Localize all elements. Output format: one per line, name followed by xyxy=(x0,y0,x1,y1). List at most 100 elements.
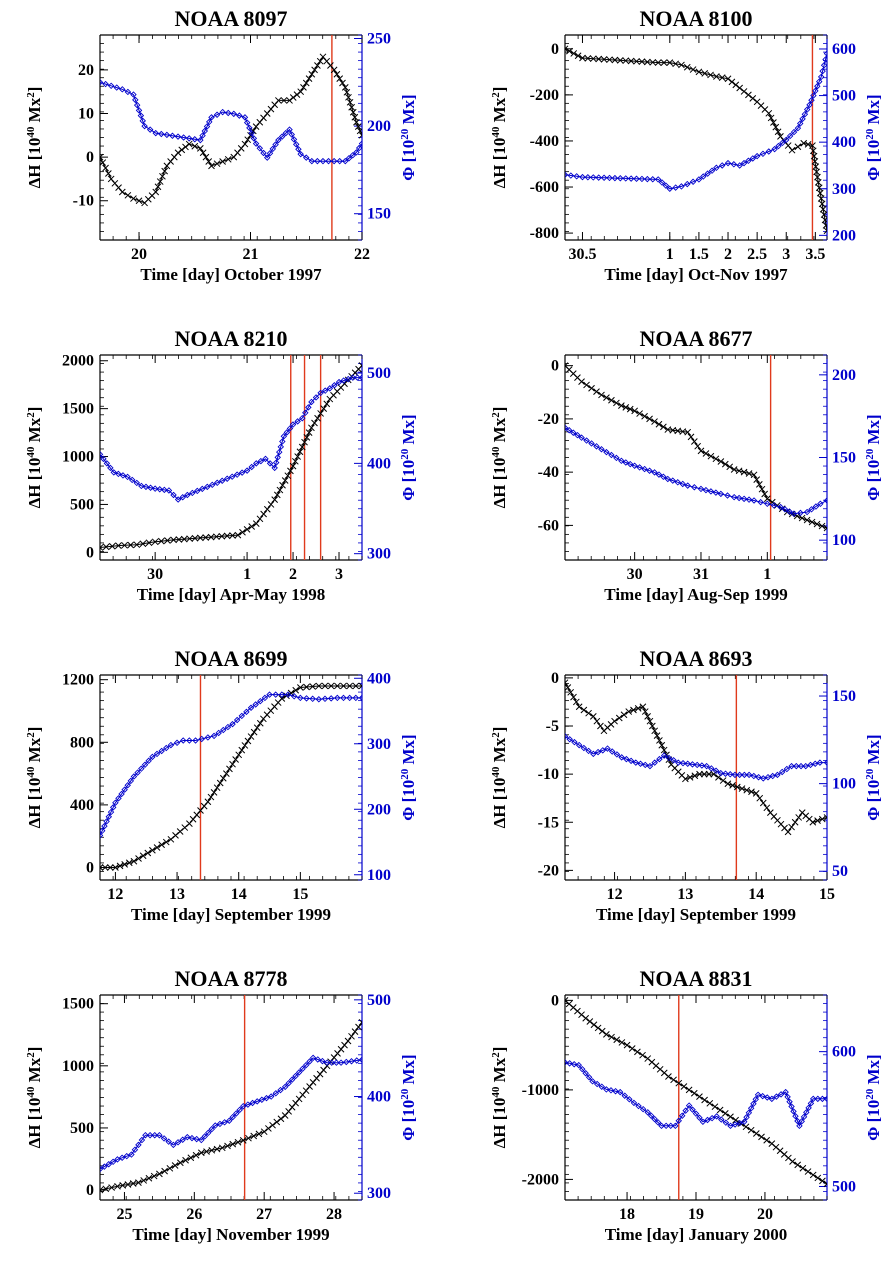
data-point-cross xyxy=(241,742,249,749)
data-point-diamond xyxy=(695,176,703,183)
data-point-diamond xyxy=(783,136,790,144)
data-point-cross xyxy=(585,709,592,717)
data-point-cross xyxy=(349,108,357,116)
data-point-cross xyxy=(735,467,743,475)
data-point-diamond xyxy=(814,1095,822,1103)
data-point-cross xyxy=(213,160,221,168)
data-point-cross xyxy=(208,162,215,170)
data-point-cross xyxy=(658,741,666,749)
data-point-diamond xyxy=(703,762,710,770)
data-point-diamond xyxy=(184,491,191,499)
data-point-cross xyxy=(278,695,286,702)
data-point-cross xyxy=(101,864,109,871)
data-point-diamond xyxy=(170,491,177,499)
data-point-diamond xyxy=(250,135,258,142)
data-point-diamond xyxy=(807,1100,815,1107)
data-point-cross xyxy=(724,75,732,83)
data-point-cross xyxy=(100,153,104,161)
data-point-diamond xyxy=(708,1114,716,1122)
data-point-diamond xyxy=(119,472,127,479)
data-point-diamond xyxy=(782,1088,789,1096)
data-point-diamond xyxy=(343,1058,350,1066)
data-point-diamond xyxy=(100,1165,104,1173)
data-point-diamond xyxy=(712,489,720,496)
data-point-cross xyxy=(570,693,577,701)
data-point-cross xyxy=(745,91,752,99)
data-point-cross xyxy=(244,737,252,745)
data-point-diamond xyxy=(775,142,782,150)
data-point-cross xyxy=(784,142,792,149)
data-point-cross xyxy=(743,786,751,794)
data-point-diamond xyxy=(736,771,743,779)
data-point-diamond xyxy=(757,498,764,506)
data-point-cross xyxy=(248,523,256,530)
data-point-cross xyxy=(161,167,169,175)
data-point-cross xyxy=(672,60,679,68)
data-point-cross xyxy=(705,770,713,778)
data-point-diamond xyxy=(210,732,218,740)
data-point-cross xyxy=(736,84,744,92)
data-point-diamond xyxy=(319,157,327,165)
y-left-tick-label: -40 xyxy=(538,464,559,481)
data-point-diamond xyxy=(276,448,283,456)
data-point-diamond xyxy=(229,720,236,728)
data-point-diamond xyxy=(188,1134,196,1142)
data-point-diamond xyxy=(623,755,630,763)
series-line xyxy=(100,55,362,204)
data-point-diamond xyxy=(788,762,795,770)
data-point-cross xyxy=(229,760,236,768)
y-right-tick-label: 200 xyxy=(832,227,856,244)
x-tick-label: 21 xyxy=(243,246,259,263)
data-point-diamond xyxy=(698,762,706,769)
x-axis-label: Time [day] Oct-Nov 1997 xyxy=(604,265,788,284)
series-line xyxy=(100,377,362,501)
data-point-diamond xyxy=(135,1141,142,1149)
data-point-diamond xyxy=(145,757,152,765)
data-point-diamond xyxy=(717,769,725,777)
data-point-cross xyxy=(199,149,207,157)
y-left-axis-label: ΔH [1040 Mx2] xyxy=(490,727,509,829)
data-point-diamond xyxy=(823,50,827,57)
data-point-diamond xyxy=(358,140,362,147)
data-point-cross xyxy=(687,433,695,441)
data-point-diamond xyxy=(295,1069,303,1076)
data-point-diamond xyxy=(236,112,243,119)
y-left-tick-label: -20 xyxy=(538,862,559,879)
data-point-diamond xyxy=(184,1133,191,1141)
data-point-diamond xyxy=(639,1105,647,1113)
data-point-diamond xyxy=(334,694,341,702)
data-point-diamond xyxy=(138,1136,146,1144)
data-point-diamond xyxy=(736,162,743,169)
data-point-diamond xyxy=(309,695,316,703)
data-point-diamond xyxy=(672,184,679,191)
y-left-tick-label: -20 xyxy=(538,411,559,428)
y-left-tick-label: 400 xyxy=(70,797,94,814)
data-point-diamond xyxy=(105,813,113,820)
series-line xyxy=(565,48,827,231)
data-point-diamond xyxy=(312,394,320,401)
data-point-diamond xyxy=(792,1112,799,1120)
data-point-cross xyxy=(798,514,806,522)
data-point-cross xyxy=(153,844,161,851)
data-point-diamond xyxy=(786,132,794,140)
data-point-cross xyxy=(809,818,817,826)
data-point-cross xyxy=(721,460,729,468)
data-point-diamond xyxy=(118,790,125,798)
y-left-tick-label: 500 xyxy=(70,1120,94,1137)
data-point-diamond xyxy=(803,1109,810,1116)
data-point-diamond xyxy=(812,87,819,95)
data-point-diamond xyxy=(263,154,271,161)
data-point-cross xyxy=(314,414,321,422)
plot-area xyxy=(100,995,362,1200)
x-axis-label: Time [day] January 2000 xyxy=(605,1225,787,1244)
data-point-diamond xyxy=(771,145,778,153)
data-point-diamond xyxy=(790,128,798,136)
data-point-cross xyxy=(358,131,362,139)
data-point-diamond xyxy=(321,695,329,703)
data-point-diamond xyxy=(718,1116,725,1123)
data-point-diamond xyxy=(314,157,321,165)
data-point-diamond xyxy=(600,174,608,182)
data-point-diamond xyxy=(724,492,731,499)
data-point-diamond xyxy=(599,747,607,754)
